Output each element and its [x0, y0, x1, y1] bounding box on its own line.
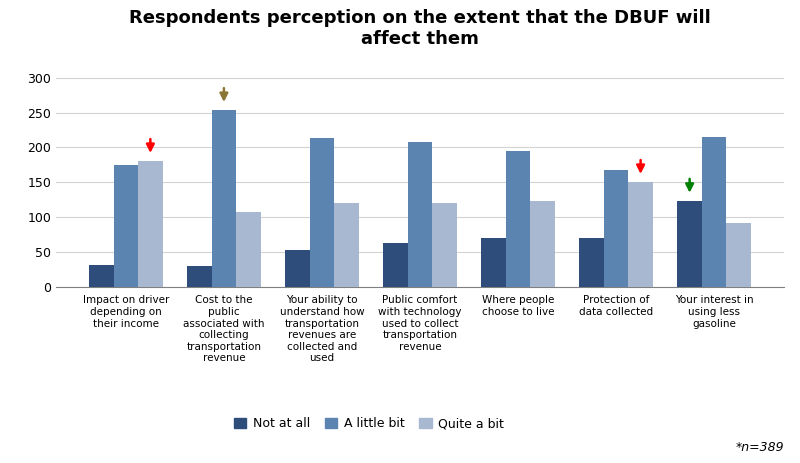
- Title: Respondents perception on the extent that the DBUF will
affect them: Respondents perception on the extent tha…: [129, 9, 711, 48]
- Bar: [310, 138, 334, 287]
- Bar: [138, 162, 162, 287]
- Bar: [187, 266, 212, 287]
- Bar: [114, 165, 138, 287]
- Bar: [678, 201, 702, 287]
- Bar: [604, 170, 628, 287]
- Text: *n=389: *n=389: [735, 441, 784, 454]
- Bar: [432, 203, 457, 287]
- Bar: [212, 111, 236, 287]
- Bar: [579, 238, 604, 287]
- Bar: [408, 142, 432, 287]
- Bar: [530, 200, 555, 287]
- Bar: [726, 223, 751, 287]
- Bar: [236, 213, 261, 287]
- Bar: [482, 238, 506, 287]
- Bar: [506, 151, 530, 287]
- Bar: [89, 265, 114, 287]
- Bar: [285, 250, 310, 287]
- Bar: [702, 137, 726, 287]
- Bar: [628, 182, 653, 287]
- Legend: Not at all, A little bit, Quite a bit: Not at all, A little bit, Quite a bit: [229, 412, 509, 435]
- Bar: [383, 243, 408, 287]
- Bar: [334, 203, 358, 287]
